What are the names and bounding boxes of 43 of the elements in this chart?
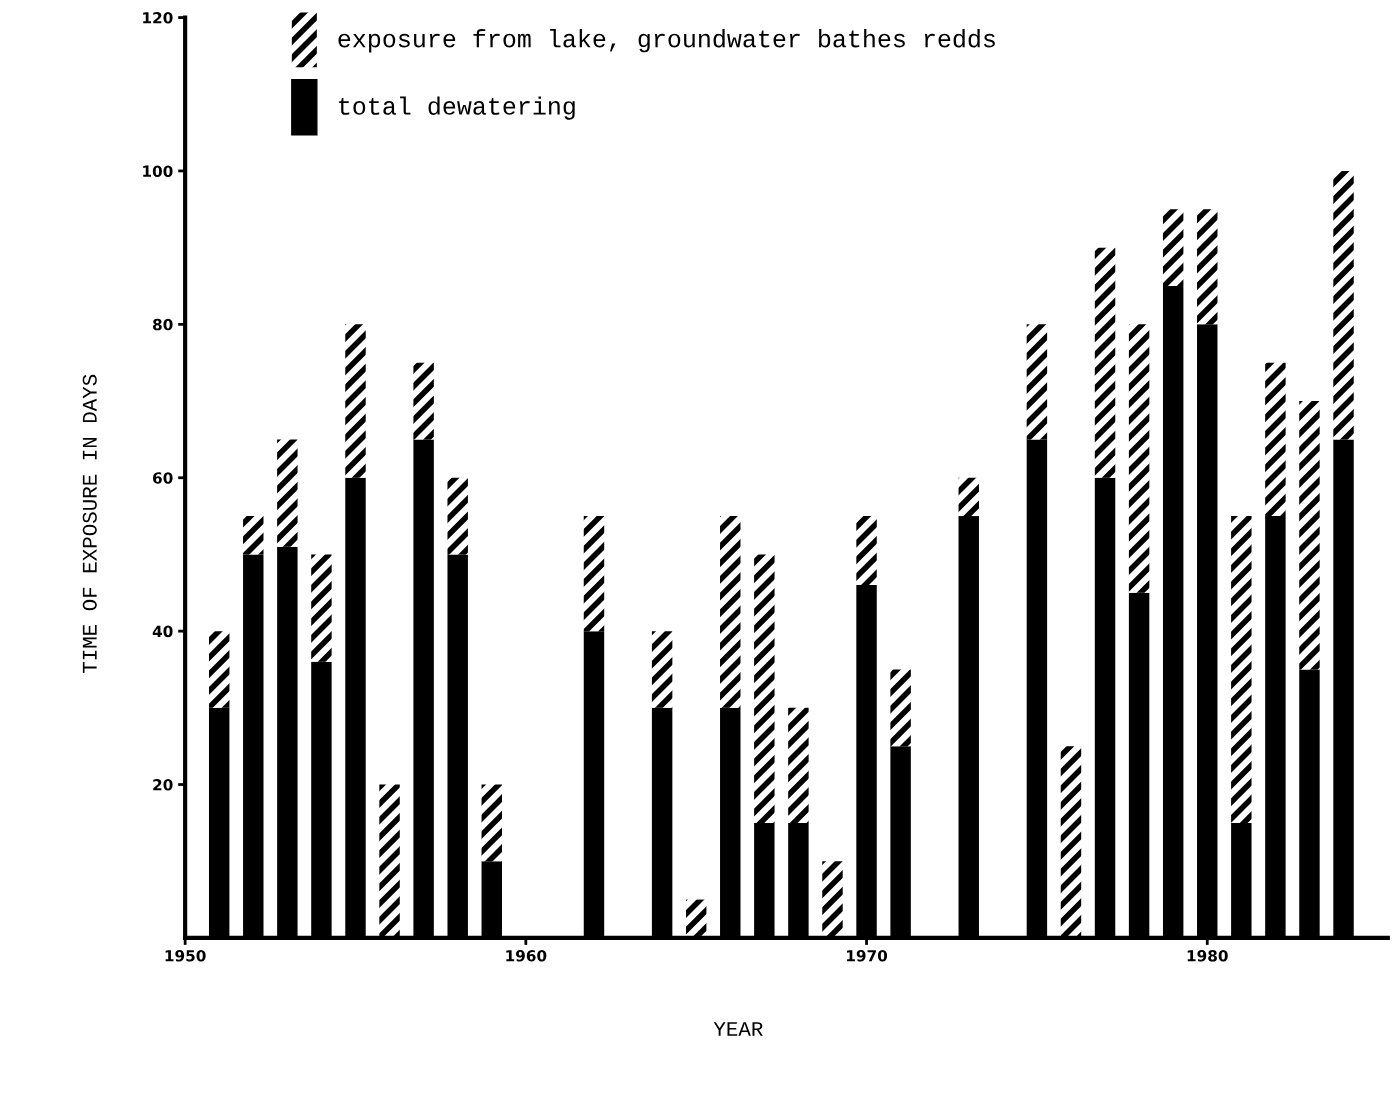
bar xyxy=(481,784,502,862)
y-axis-title: TIME OF EXPOSURE IN DAYS xyxy=(82,374,97,674)
x-tick-label: 1980 xyxy=(1187,950,1228,962)
bar xyxy=(1333,170,1354,440)
bar xyxy=(1231,516,1252,823)
legend-label: total dewatering xyxy=(339,96,575,120)
bar xyxy=(788,707,809,823)
legend-label: exposure from lake, groundwater bathes redds xyxy=(338,29,995,53)
bar xyxy=(413,362,434,440)
bar xyxy=(1128,324,1150,593)
y-tick-label: 40 xyxy=(152,625,173,638)
bar xyxy=(1299,401,1320,670)
x-axis-title: YEAR xyxy=(713,1022,763,1036)
y-tick-label: 60 xyxy=(153,472,173,484)
bar xyxy=(754,554,775,823)
bar xyxy=(1026,324,1048,440)
bar xyxy=(1162,209,1184,286)
bar xyxy=(447,477,468,555)
bar xyxy=(345,324,366,478)
bar xyxy=(208,631,230,708)
x-tick-label: 1950 xyxy=(165,950,206,962)
bar xyxy=(1094,247,1116,478)
y-tick-label: 20 xyxy=(153,779,173,791)
bar xyxy=(277,439,298,547)
bar xyxy=(958,477,979,517)
bar xyxy=(651,631,673,708)
bar xyxy=(311,554,332,662)
bar xyxy=(856,516,877,586)
bar xyxy=(1197,209,1218,325)
y-tick-label: 100 xyxy=(143,165,173,177)
x-tick-label: 1960 xyxy=(506,950,547,962)
y-tick-label: 120 xyxy=(143,12,173,24)
bar xyxy=(685,899,707,938)
bar xyxy=(822,861,843,938)
bar xyxy=(583,516,605,632)
bar xyxy=(379,784,400,938)
bar xyxy=(890,669,911,747)
bar xyxy=(1060,746,1082,938)
bar xyxy=(243,516,264,555)
bar xyxy=(1265,362,1286,517)
x-tick-label: 1970 xyxy=(847,950,888,962)
y-tick-label: 80 xyxy=(153,318,173,331)
bar xyxy=(720,516,741,708)
